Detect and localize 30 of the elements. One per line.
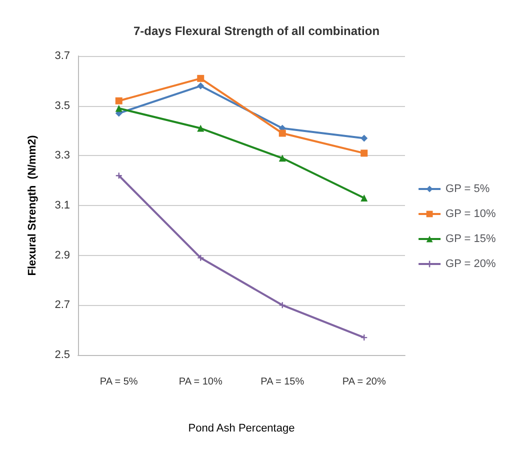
y-tick-label: 3.5 — [54, 100, 70, 112]
point — [278, 130, 286, 137]
legend-label: GP = 5% — [446, 183, 490, 195]
y-tick-label: 2.9 — [54, 249, 70, 262]
point — [197, 74, 204, 82]
y-tick-label: 2.7 — [54, 299, 70, 312]
y-tick-label: 3.7 — [54, 50, 70, 62]
chart-title: 7-days Flexural Strength of all combination — [133, 24, 380, 38]
y-tick-label: 3.3 — [54, 150, 70, 162]
y-axis-title: Flexural Strength (N/mm2) — [26, 134, 38, 276]
point — [278, 154, 286, 162]
y-tick-label: 2.5 — [54, 349, 70, 361]
point — [279, 302, 286, 308]
point — [115, 104, 122, 112]
point — [197, 124, 204, 132]
legend-label: GP = 10% — [446, 208, 496, 220]
x-axis-title: Pond Ash Percentage — [188, 422, 295, 434]
legend-label: GP = 15% — [446, 233, 496, 245]
point — [198, 254, 204, 261]
x-tick-label: PA = 5% — [100, 376, 138, 388]
point — [360, 194, 368, 202]
x-tick-label: PA = 20% — [342, 376, 386, 388]
x-tick-label: PA = 10% — [178, 376, 222, 388]
x-tick-label: PA = 15% — [260, 376, 304, 388]
point — [115, 97, 122, 104]
point — [197, 82, 204, 90]
legend-label: GP = 20% — [446, 258, 496, 270]
point — [360, 150, 368, 157]
y-tick-label: 3.1 — [54, 200, 70, 212]
point — [360, 134, 368, 142]
